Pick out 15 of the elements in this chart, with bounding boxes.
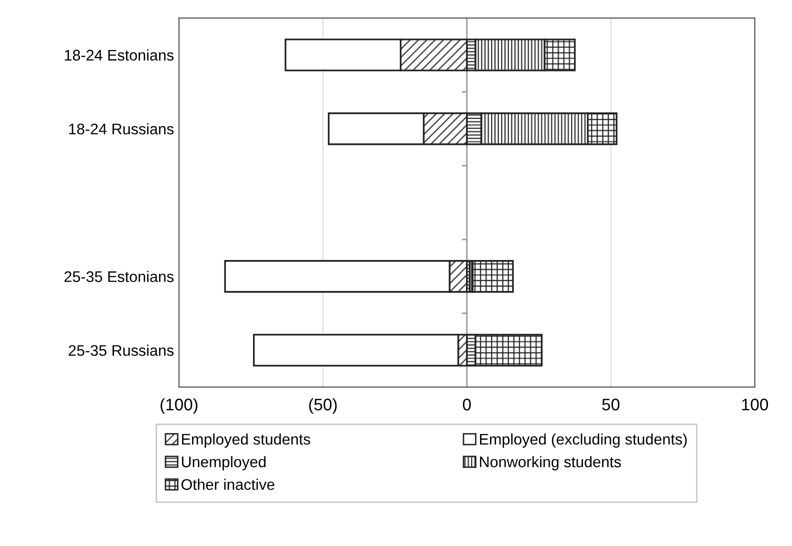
legend-label: Other inactive [182, 478, 274, 490]
x-tick-label: 0 [462, 398, 471, 410]
legend-label: Unemployed [182, 456, 266, 470]
x-tick-label: (100) [160, 398, 198, 414]
y-tick-label: 25-35 Estonians [64, 270, 174, 282]
x-tick-label: 100 [742, 398, 768, 410]
legend-label: Nonworking students [480, 456, 621, 470]
y-tick-label: 25-35 Russians [68, 344, 174, 356]
legend-label: Employed (excluding students) [480, 433, 687, 448]
x-tick-label: 50 [602, 398, 620, 410]
bar [472, 260, 514, 293]
x-tick-label: (50) [309, 398, 337, 414]
y-tick-label: 18-24 Russians [69, 123, 174, 134]
legend-label: Employed students [182, 433, 310, 448]
y-tick-label: 18-24 Estonians [64, 49, 174, 61]
